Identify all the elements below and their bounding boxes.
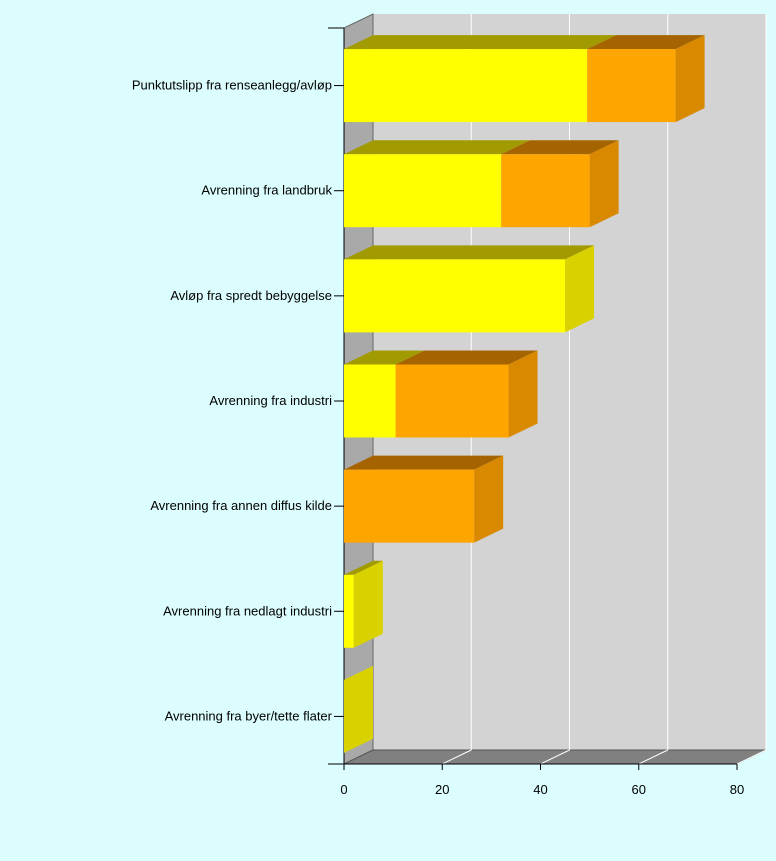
grid-line-floor <box>540 749 570 765</box>
x-tick-label: 20 <box>435 782 449 797</box>
bar-side <box>344 665 373 753</box>
x-tick-label: 60 <box>632 782 646 797</box>
grid-line-floor <box>638 749 668 765</box>
category-label: Avløp fra spredt bebyggelse <box>170 288 332 303</box>
bar-segment <box>344 574 354 648</box>
category-label: Avrenning fra nedlagt industri <box>163 603 332 618</box>
bar-segment <box>344 259 566 333</box>
grid-line-floor <box>736 749 767 765</box>
bar-top <box>587 35 705 50</box>
bar-segment <box>344 469 475 543</box>
bar-segment <box>344 364 396 438</box>
bar-segment <box>587 49 676 123</box>
bar-segment <box>501 154 590 228</box>
bar-top <box>344 350 425 365</box>
bar-side <box>508 350 538 438</box>
bar-segment <box>344 154 502 228</box>
grid-line-floor <box>442 749 472 765</box>
bar-side <box>474 455 504 543</box>
bar-top <box>395 350 538 365</box>
bar-top <box>344 245 595 260</box>
bar-top <box>344 140 531 155</box>
bar-segment <box>344 49 588 123</box>
bar-side <box>353 560 383 648</box>
bar-top <box>344 560 383 575</box>
category-label: Avrenning fra landbruk <box>201 183 332 198</box>
bar-top <box>344 455 504 470</box>
x-tick-label: 40 <box>533 782 547 797</box>
bar-side <box>675 35 705 123</box>
x-tick-label: 80 <box>730 782 744 797</box>
bar-top <box>344 35 617 50</box>
bar-side <box>565 245 595 333</box>
bar-top <box>501 140 619 155</box>
category-label: Avrenning fra byer/tette flater <box>165 708 333 723</box>
category-label: Avrenning fra industri <box>209 393 332 408</box>
bar-segment <box>395 364 509 438</box>
category-label: Punktutslipp fra renseanlegg/avløp <box>132 78 332 93</box>
bar-side <box>589 140 619 228</box>
x-tick-label: 0 <box>340 782 347 797</box>
category-label: Avrenning fra annen diffus kilde <box>150 498 332 513</box>
